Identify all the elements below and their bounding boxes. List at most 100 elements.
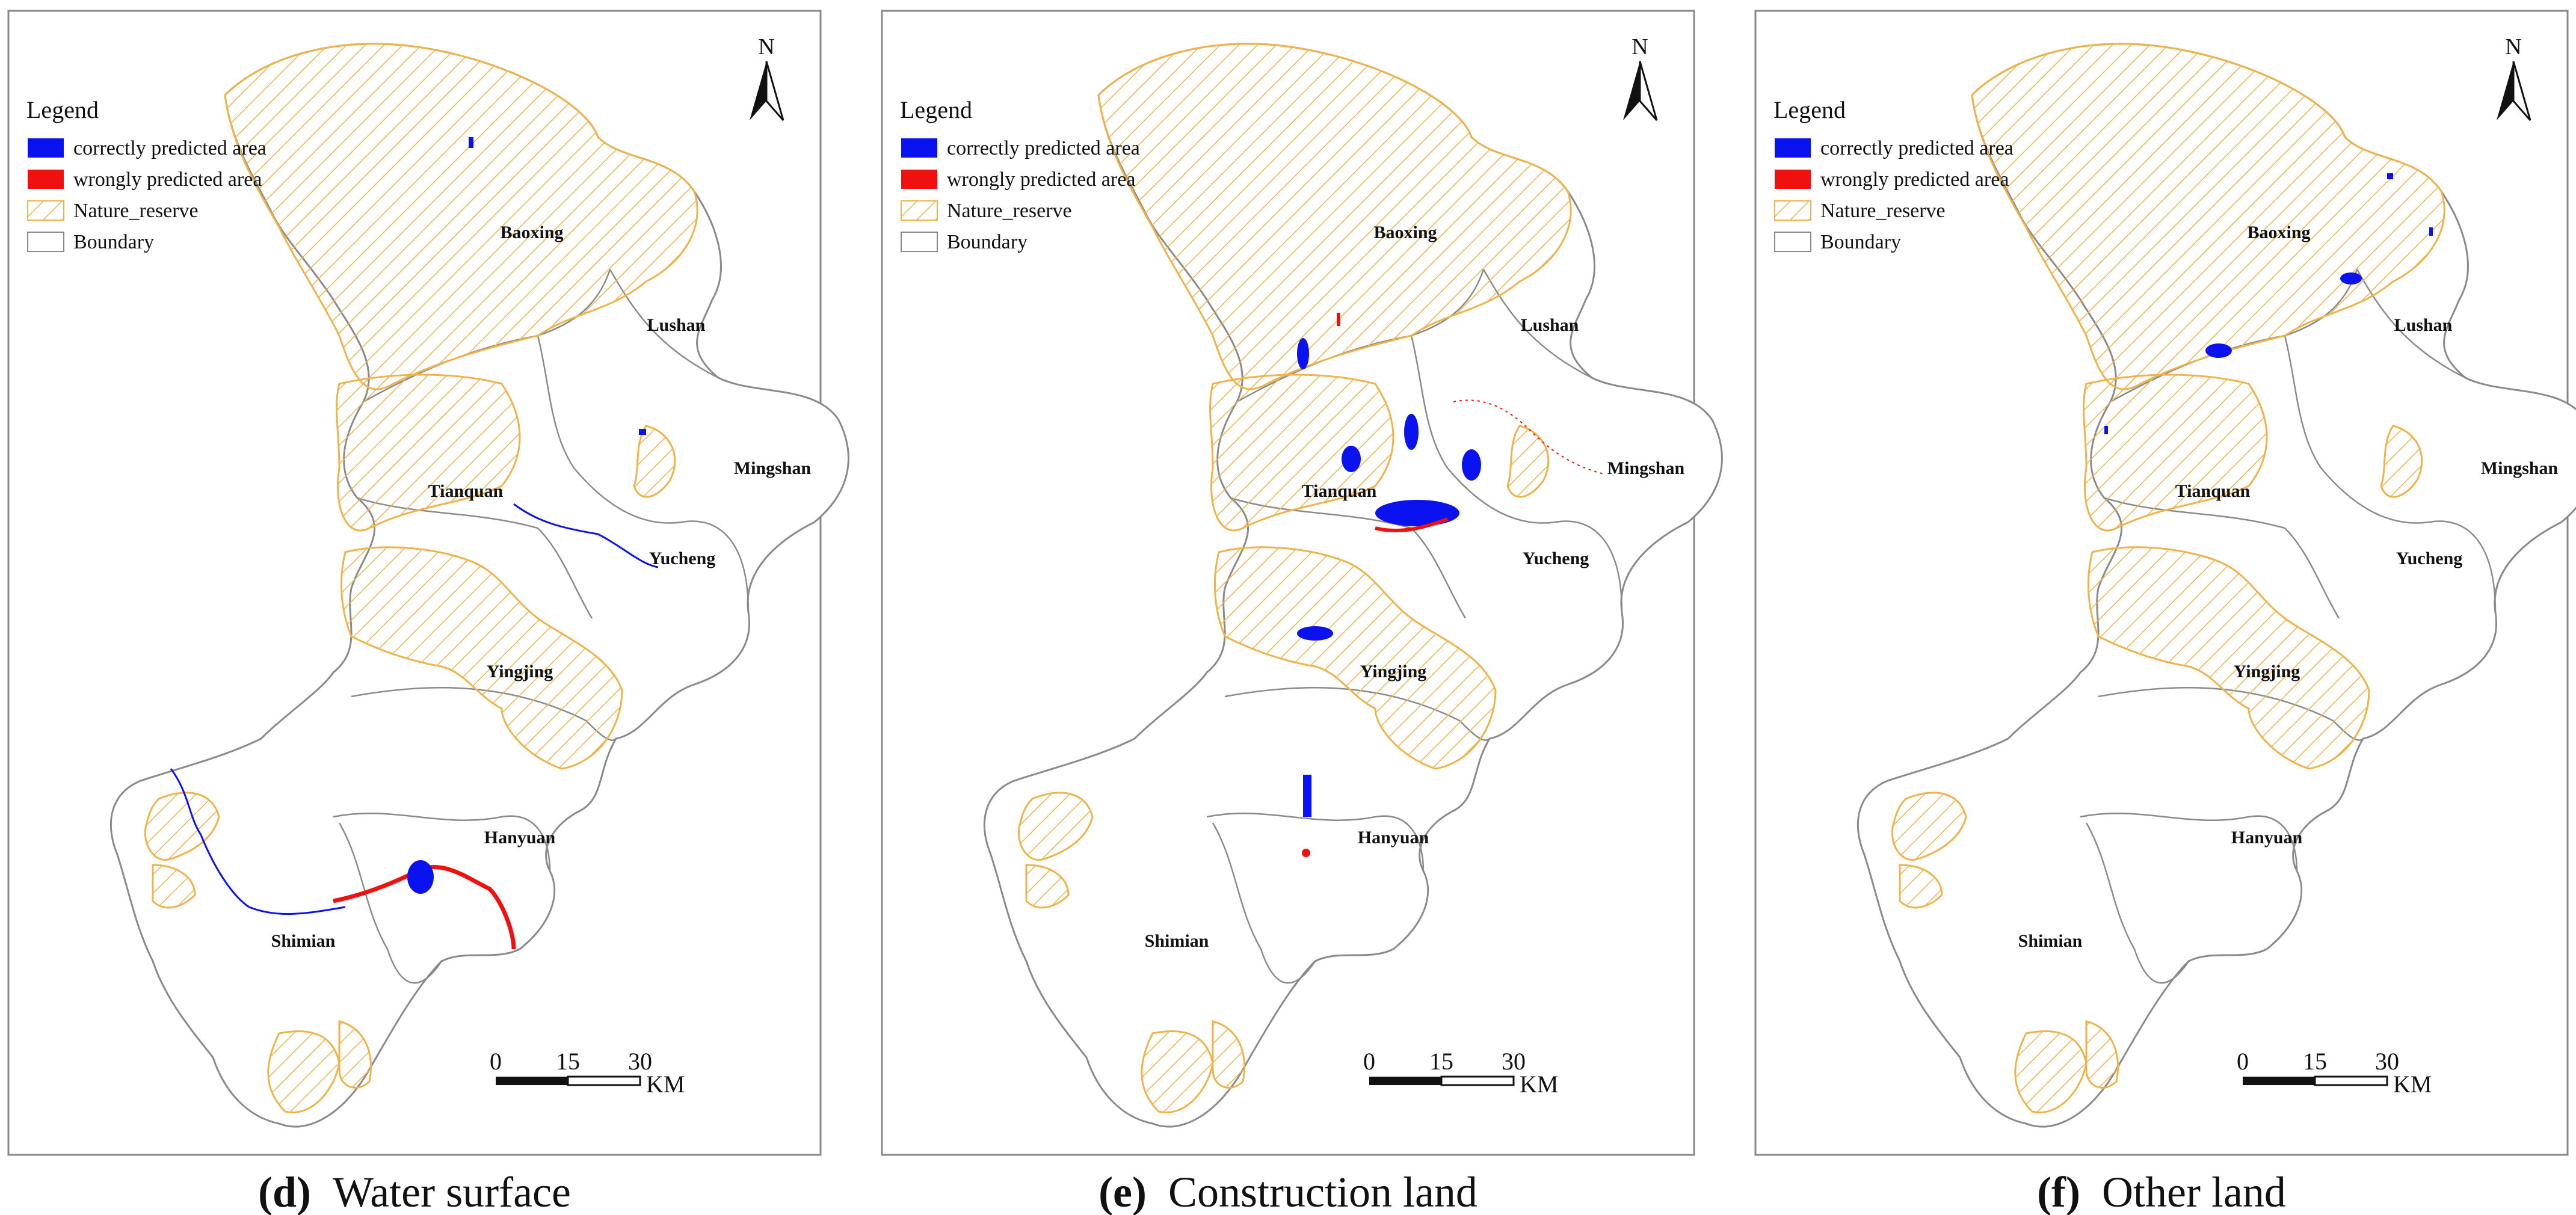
north-label: N <box>1632 34 1648 60</box>
panel-caption: (e) Construction land <box>1098 1168 1478 1215</box>
legend-item-label: wrongly predicted area <box>947 168 1135 191</box>
caption-letter: (d) <box>258 1168 311 1215</box>
legend-item-label: correctly predicted area <box>947 137 1140 159</box>
region-label-lushan: Lushan <box>1521 315 1579 335</box>
legend-swatch-wrong <box>28 170 64 189</box>
region-label-yingjing: Yingjing <box>487 662 553 681</box>
region-label-tianquan: Tianquan <box>428 481 504 501</box>
map-panel: Baoxing Lushan Mingshan Tianquan Yucheng Ying… <box>7 10 849 1215</box>
river-wrong <box>333 864 516 950</box>
patch-wrong <box>1337 313 1340 326</box>
legend-item-label: correctly predicted area <box>1820 137 2014 159</box>
legend-title: Legend <box>1773 96 1846 123</box>
region-label-hanyuan: Hanyuan <box>1358 828 1429 847</box>
legend-swatch-boundary <box>901 232 938 252</box>
patch-correct <box>1462 449 1481 481</box>
map-area: Baoxing Lushan Mingshan Tianquan Yucheng Ying… <box>109 43 849 1128</box>
scale-unit: KM <box>646 1071 685 1098</box>
legend-item-label: Boundary <box>1820 231 1901 253</box>
region-label-yingjing: Yingjing <box>2234 662 2300 681</box>
legend: Legend correctly predicted area wrongly pr… <box>1773 96 2014 253</box>
region-label-yingjing: Yingjing <box>1360 662 1427 681</box>
patch-correct <box>1342 446 1361 472</box>
legend-swatch-wrong <box>901 170 937 189</box>
north-arrow-icon: N <box>2497 34 2531 121</box>
legend-item-label: Nature_reserve <box>1820 200 1946 222</box>
region-label-mingshan: Mingshan <box>1607 458 1685 478</box>
panel-caption: (f) Other land <box>2037 1168 2286 1215</box>
legend-item-label: wrongly predicted area <box>73 168 262 191</box>
panel-caption: (d) Water surface <box>258 1168 571 1215</box>
region-label-shimian: Shimian <box>271 931 336 951</box>
scale-segment-dark <box>1369 1077 1441 1085</box>
scale-tick: 15 <box>556 1048 580 1075</box>
region-label-lushan: Lushan <box>647 315 706 335</box>
caption-text: Other land <box>2102 1168 2286 1215</box>
patch-wrong <box>1302 849 1310 857</box>
patch-correct <box>1297 626 1333 641</box>
patch-correct <box>2387 173 2393 179</box>
scale-segment-dark <box>2243 1077 2315 1085</box>
region-label-lushan: Lushan <box>2394 315 2453 335</box>
caption-letter: (f) <box>2037 1168 2080 1215</box>
scatter-wrong <box>1453 399 1604 475</box>
map-area: Baoxing Lushan Mingshan Tianquan Yucheng Ying… <box>983 43 1723 1128</box>
region-label-yucheng: Yucheng <box>649 549 716 568</box>
scale-unit: KM <box>1520 1071 1558 1098</box>
scale-tick: 15 <box>1429 1048 1453 1075</box>
legend-item-label: Nature_reserve <box>947 200 1072 222</box>
scale-segment-dark <box>496 1077 568 1085</box>
legend-swatch-reserve <box>901 200 938 221</box>
map-panel: Baoxing Lushan Mingshan Tianquan Yucheng Ying… <box>881 10 1723 1215</box>
river-correct <box>513 503 659 568</box>
north-arrow-left <box>750 61 766 120</box>
scale-tick: 0 <box>2237 1048 2249 1075</box>
prediction-overlay <box>2104 173 2433 434</box>
river-correct <box>170 768 346 915</box>
region-label-hanyuan: Hanyuan <box>484 828 556 847</box>
legend-swatch-boundary <box>1774 232 1811 252</box>
scale-tick: 30 <box>1502 1048 1526 1075</box>
north-arrow-icon: N <box>750 34 784 121</box>
north-label: N <box>758 34 774 60</box>
region-label-hanyuan: Hanyuan <box>2231 828 2303 847</box>
map-area: Baoxing Lushan Mingshan Tianquan Yucheng Ying… <box>1857 43 2576 1128</box>
north-arrow-icon: N <box>1623 34 1658 121</box>
legend-item-label: Boundary <box>947 231 1028 253</box>
legend-swatch-correct <box>901 138 937 158</box>
legend-item-label: Nature_reserve <box>73 200 199 222</box>
scale-tick: 30 <box>2375 1048 2399 1075</box>
region-label-tianquan: Tianquan <box>2175 481 2251 501</box>
north-label: N <box>2505 34 2521 60</box>
patch-correct <box>1375 500 1459 526</box>
legend-item-label: wrongly predicted area <box>1820 168 2009 191</box>
region-label-mingshan: Mingshan <box>2481 458 2559 478</box>
region-label-mingshan: Mingshan <box>734 458 812 478</box>
reservoir-correct <box>407 860 434 894</box>
region-label-yucheng: Yucheng <box>1523 549 1589 568</box>
legend-swatch-boundary <box>27 232 64 252</box>
scale-tick: 0 <box>490 1048 502 1075</box>
scale-tick: 0 <box>1363 1048 1375 1075</box>
region-label-shimian: Shimian <box>1145 931 1209 951</box>
caption-letter: (e) <box>1098 1168 1147 1215</box>
region-label-baoxing: Baoxing <box>1373 223 1437 242</box>
patch-correct <box>2340 272 2362 285</box>
scale-segment-light <box>567 1075 641 1086</box>
legend-swatch-correct <box>28 138 64 158</box>
scale-segment-light <box>1440 1075 1515 1086</box>
region-label-shimian: Shimian <box>2018 931 2083 951</box>
region-label-yucheng: Yucheng <box>2396 549 2463 568</box>
patch-correct <box>1297 338 1309 369</box>
region-label-baoxing: Baoxing <box>500 223 563 242</box>
patch-correct <box>2205 343 2232 358</box>
scale-segment-light <box>2314 1075 2388 1086</box>
scale-tick: 30 <box>628 1048 652 1075</box>
north-arrow-left <box>2497 61 2513 120</box>
patch-correct <box>639 429 646 435</box>
legend-swatch-reserve <box>27 200 64 221</box>
